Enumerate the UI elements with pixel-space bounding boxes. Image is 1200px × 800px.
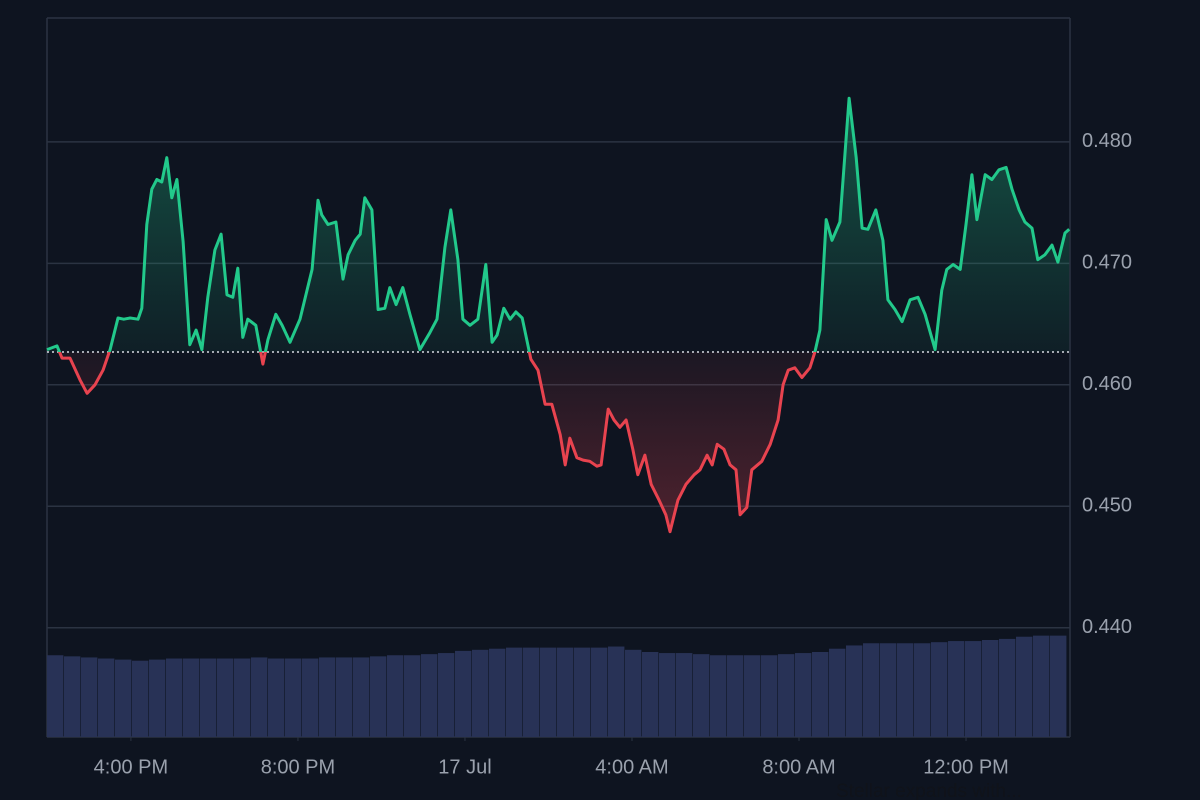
- volume-bar: [676, 653, 693, 737]
- volume-bar: [285, 658, 302, 737]
- x-tick-label: 17 Jul: [438, 756, 491, 778]
- volume-bar: [625, 649, 642, 737]
- volume-bar: [387, 655, 404, 737]
- volume-bar: [863, 643, 880, 737]
- volume-bar: [183, 658, 200, 737]
- volume-bar: [1016, 636, 1033, 737]
- volume-bar: [948, 641, 965, 737]
- y-tick-label: 0.480: [1082, 130, 1132, 152]
- volume-bar: [846, 645, 863, 737]
- volume-bar: [251, 657, 268, 737]
- volume-bar: [353, 657, 370, 737]
- volume-bar: [659, 653, 676, 737]
- volume-bar: [965, 641, 982, 737]
- volume-bar: [115, 659, 132, 737]
- x-tick-label: 4:00 PM: [94, 756, 168, 778]
- volume-bar: [47, 655, 64, 737]
- volume-bar: [540, 647, 557, 737]
- volume-bar: [591, 647, 608, 737]
- volume-bar: [710, 655, 727, 737]
- volume-bar: [931, 642, 948, 737]
- volume-bar: [778, 654, 795, 737]
- x-tick-label: 8:00 PM: [261, 756, 335, 778]
- volume-bar: [81, 657, 98, 737]
- volume-bar: [897, 643, 914, 737]
- volume-bar: [1050, 635, 1067, 737]
- x-tick-label: 4:00 AM: [595, 756, 668, 778]
- y-tick-label: 0.440: [1082, 616, 1132, 638]
- volume-bar: [727, 655, 744, 737]
- volume-bar: [812, 651, 829, 737]
- volume-bar: [98, 658, 115, 737]
- volume-bar: [489, 648, 506, 737]
- volume-bar: [455, 650, 472, 737]
- volume-bar: [149, 659, 166, 737]
- volume-bar: [795, 653, 812, 737]
- volume-bar: [1033, 635, 1050, 737]
- volume-bar: [166, 658, 183, 737]
- volume-bar: [999, 638, 1016, 737]
- price-line: [46, 96, 1071, 534]
- volume-bar: [302, 658, 319, 737]
- volume-bar: [523, 647, 540, 737]
- volume-bar: [268, 658, 285, 737]
- volume-bar: [472, 649, 489, 737]
- volume-bar: [914, 643, 931, 737]
- volume-bar: [982, 639, 999, 737]
- volume-bar: [421, 654, 438, 737]
- volume-bar: [642, 651, 659, 737]
- x-tick-label: 8:00 AM: [762, 756, 835, 778]
- y-tick-label: 0.460: [1082, 373, 1132, 395]
- volume-bar: [574, 647, 591, 737]
- volume-bar: [336, 657, 353, 737]
- volume-bar: [557, 647, 574, 737]
- y-tick-label: 0.470: [1082, 252, 1132, 274]
- volume-bar: [234, 658, 251, 737]
- volume-bar: [64, 656, 81, 737]
- volume-bar: [608, 646, 625, 737]
- volume-bar: [132, 660, 149, 737]
- volume-bar: [880, 643, 897, 737]
- volume-bar: [319, 657, 336, 737]
- volume-bar: [693, 654, 710, 737]
- volume-bar: [744, 655, 761, 737]
- volume-bar: [200, 658, 217, 737]
- volume-bar: [404, 655, 421, 737]
- volume-bar: [217, 658, 234, 737]
- volume-bar: [761, 655, 778, 737]
- volume-bar: [506, 647, 523, 737]
- x-tick-label: 12:00 PM: [923, 756, 1009, 778]
- volume-bar: [370, 656, 387, 737]
- volume-bar: [438, 653, 455, 737]
- y-tick-label: 0.450: [1082, 495, 1132, 517]
- area: [47, 98, 1070, 532]
- footer-text: Stellar expands with...: [836, 781, 1022, 800]
- volume-bar: [829, 648, 846, 737]
